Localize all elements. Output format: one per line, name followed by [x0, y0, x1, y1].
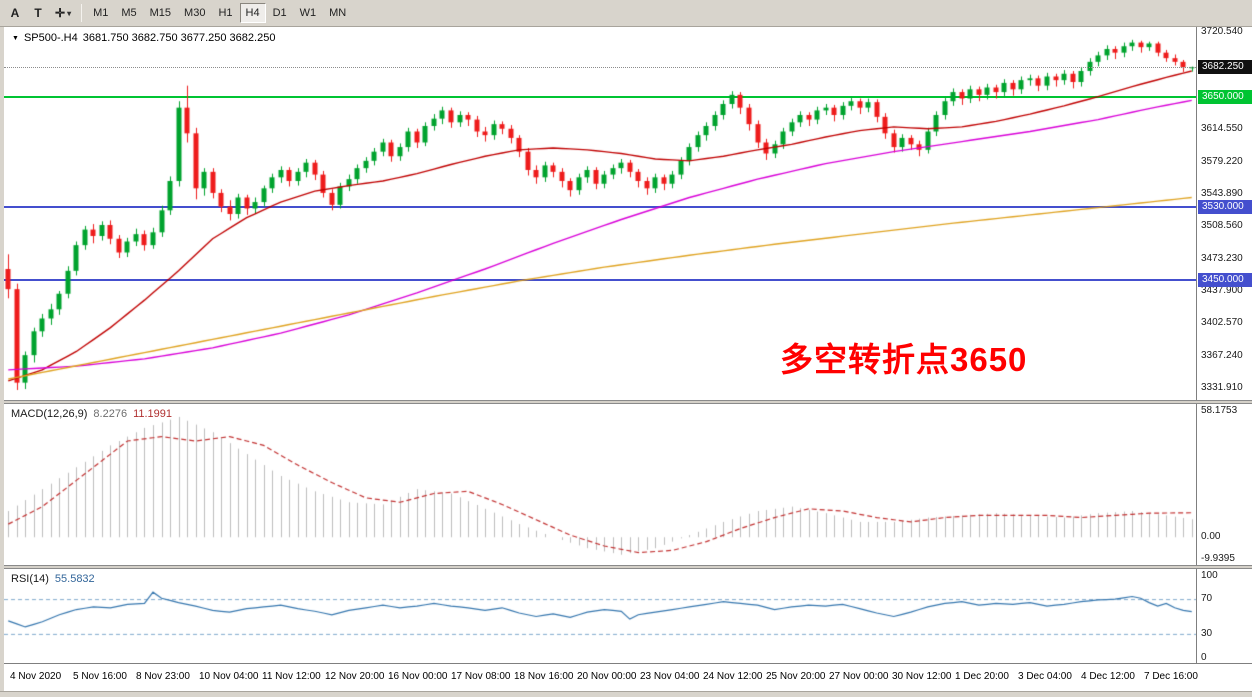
price-tick: 3508.560 — [1201, 220, 1243, 232]
time-label: 8 Nov 23:00 — [136, 671, 190, 682]
timeframe-button-m1[interactable]: M1 — [93, 7, 109, 19]
rsi-tick: 0 — [1201, 652, 1207, 663]
macd-panel: MACD(12,26,9) 8.2276 11.1991 58.1753 0.00… — [4, 404, 1252, 565]
price-tick: 3331.910 — [1201, 382, 1243, 394]
timeframe-button-m15[interactable]: M15 — [149, 7, 172, 19]
time-label: 5 Nov 16:00 — [73, 671, 127, 682]
rsi-tick: 100 — [1201, 570, 1218, 581]
time-label: 27 Nov 00:00 — [829, 671, 889, 682]
rsi-tick: 30 — [1201, 627, 1213, 639]
macd-tick: 58.1753 — [1201, 405, 1238, 416]
macd-tick: -9.9395 — [1201, 553, 1235, 564]
time-label: 18 Nov 16:00 — [514, 671, 574, 682]
panel-splitter[interactable] — [4, 565, 1252, 569]
time-label: 4 Nov 2020 — [10, 671, 62, 682]
time-axis[interactable]: 4 Nov 2020 5 Nov 16:00 8 Nov 23:00 10 Nov 0… — [4, 664, 1252, 691]
price-tick: 3579.220 — [1201, 155, 1243, 167]
timeframe-button-m5[interactable]: M5 — [121, 7, 137, 19]
panel-splitter[interactable] — [4, 400, 1252, 404]
time-label: 16 Nov 00:00 — [388, 671, 448, 682]
price-tick: 3367.240 — [1201, 349, 1243, 361]
rsi-label: RSI(14) 55.5832 — [11, 573, 95, 585]
price-tick: 3614.550 — [1201, 123, 1243, 135]
time-label: 20 Nov 00:00 — [577, 671, 637, 682]
price-tick: 3543.890 — [1201, 187, 1243, 199]
macd-label: MACD(12,26,9) 8.2276 11.1991 — [11, 408, 173, 420]
timeframe-button-m30[interactable]: M30 — [184, 7, 206, 19]
symbol-ohlc-line: ▼ SP500-.H4 3681.750 3682.750 3677.250 3… — [12, 32, 275, 44]
timeframe-button-h4[interactable]: H4 — [239, 3, 266, 23]
price-axis[interactable]: 3650.000 3530.000 3450.000 3682.250 3720.540… — [1196, 26, 1252, 400]
price-tag-3650.000: 3650.000 — [1198, 89, 1252, 104]
time-label: 11 Nov 12:00 — [262, 671, 321, 682]
text-annotation-tool[interactable]: A — [10, 6, 20, 20]
symbol-title: SP500-.H4 — [23, 32, 78, 44]
time-label: 24 Nov 12:00 — [703, 671, 763, 682]
time-label: 30 Nov 12:00 — [892, 671, 952, 682]
timeframe-button-d1[interactable]: D1 — [272, 7, 287, 19]
time-label: 25 Nov 20:00 — [766, 671, 826, 682]
time-label: 12 Nov 20:00 — [325, 671, 385, 682]
time-label: 17 Nov 08:00 — [451, 671, 511, 682]
price-tick: 3402.570 — [1201, 317, 1243, 329]
price-tag-3450.000: 3450.000 — [1198, 272, 1252, 287]
macd-canvas[interactable] — [4, 404, 1196, 565]
timeframe-button-mn[interactable]: MN — [329, 7, 347, 19]
price-tick: 3720.540 — [1201, 26, 1243, 37]
time-label: 23 Nov 04:00 — [640, 671, 700, 682]
price-tick: 3437.900 — [1201, 285, 1243, 297]
main-chart-canvas[interactable] — [4, 27, 1196, 400]
price-tag-3530.000: 3530.000 — [1198, 199, 1252, 214]
main-chart-panel: ▼ SP500-.H4 3681.750 3682.750 3677.250 3… — [4, 26, 1252, 400]
rsi-canvas[interactable] — [4, 569, 1196, 663]
time-label: 10 Nov 04:00 — [199, 671, 259, 682]
rsi-panel: RSI(14) 55.5832 100 70 30 0 — [4, 569, 1252, 664]
time-label: 3 Dec 04:00 — [1018, 671, 1072, 682]
price-tick: 3473.230 — [1201, 252, 1243, 264]
toolbar-separator — [81, 4, 83, 22]
rsi-axis[interactable]: 100 70 30 0 — [1196, 569, 1252, 663]
macd-axis[interactable]: 58.1753 0.00 -9.9395 — [1196, 404, 1252, 565]
current-price-tag: 3682.250 — [1198, 60, 1252, 75]
collapse-triangle-icon[interactable]: ▼ — [12, 34, 19, 42]
macd-tick: 0.00 — [1201, 531, 1221, 543]
toolbar: A T ✛ ▾ M1 M5 M15 M30 H1 H4 D1 W1 MN — [0, 0, 1252, 27]
time-label: 1 Dec 20:00 — [955, 671, 1009, 682]
chart-annotation-text[interactable]: 多空转折点3650 — [780, 341, 1028, 378]
time-label: 4 Dec 12:00 — [1081, 671, 1135, 682]
cursor-tool-dropdown[interactable]: ✛ ▾ — [55, 6, 72, 20]
timeframe-button-w1[interactable]: W1 — [299, 7, 317, 19]
dropdown-caret-icon: ▾ — [67, 8, 72, 18]
rsi-tick: 70 — [1201, 593, 1213, 605]
window-bottom-edge — [0, 691, 1252, 697]
time-label: 7 Dec 16:00 — [1144, 671, 1198, 682]
timeframe-button-h1[interactable]: H1 — [218, 7, 233, 19]
window-left-edge — [0, 27, 4, 691]
current-price-line — [4, 67, 1196, 69]
text-label-tool[interactable]: T — [34, 6, 42, 20]
ohlc-values: 3681.750 3682.750 3677.250 3682.250 — [82, 32, 276, 44]
